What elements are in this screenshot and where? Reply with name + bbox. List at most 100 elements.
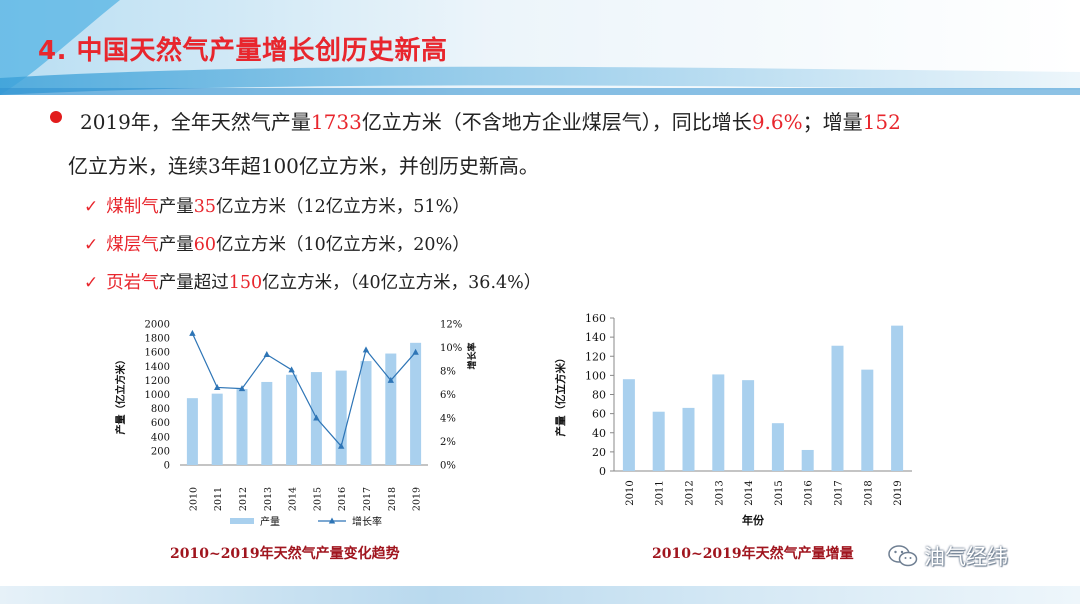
- bar: [385, 353, 397, 465]
- x-tick-label: 2019: [893, 480, 904, 505]
- y2-tick-label: 0%: [440, 461, 456, 472]
- line-point: [313, 414, 320, 421]
- bar: [410, 342, 422, 465]
- x-tick-label: 2017: [362, 487, 373, 511]
- y-axis-label: 产量（亿立方米）: [554, 353, 567, 437]
- line-point: [189, 329, 196, 336]
- x-tick-label: 2010: [188, 487, 199, 511]
- y-tick-label: 2000: [145, 320, 170, 331]
- y-tick-label: 800: [151, 404, 170, 415]
- check-icon: ✓: [84, 197, 99, 217]
- production-increment-chart: 0 20 40 60 80 100 120 140 160 产量（亿立方米） 2010 2011 201…: [554, 312, 912, 527]
- x-tick-label: 2018: [863, 480, 874, 505]
- x-tick-label: 2015: [774, 480, 785, 505]
- bar: [742, 380, 755, 471]
- line-point: [263, 351, 270, 358]
- x-tick-label: 2014: [288, 487, 299, 511]
- line-point: [362, 346, 370, 353]
- y2-tick-label: 6%: [440, 390, 456, 401]
- x-tick-label: 2011: [655, 480, 666, 505]
- x-tick-label: 2011: [213, 487, 224, 511]
- page-title: 4. 中国天然气产量增长创历史新高: [38, 36, 448, 66]
- y-axis-label: 产量（亿立方米）: [114, 355, 127, 435]
- bar: [682, 407, 695, 471]
- growth-rate-line: [191, 333, 417, 448]
- bar: [771, 423, 784, 471]
- y-tick-label: 40: [592, 427, 606, 440]
- legend-label: 增长率: [352, 515, 382, 528]
- sub-item-coal-gas: ✓ 煤制气产量35亿立方米（12亿立方米，51%）: [84, 197, 470, 217]
- production-trend-chart: 0 200 400 600 800 1000 1200 1400 1600 1800 2000 0% 2…: [114, 320, 478, 529]
- bar: [360, 361, 372, 465]
- chart-caption-trend: 2010~2019年天然气产量变化趋势: [170, 546, 400, 562]
- watermark: 油气经纬: [888, 541, 1008, 571]
- bar: [286, 374, 298, 465]
- x-tick-label: 2015: [312, 487, 323, 511]
- y-tick-label: 60: [592, 408, 606, 421]
- sub-item-coalbed-gas: ✓ 煤层气产量60亿立方米（10亿立方米，20%）: [84, 235, 470, 255]
- y-tick-label: 100: [585, 369, 606, 382]
- y2-tick-label: 4%: [440, 414, 456, 425]
- x-tick-label: 2016: [337, 487, 348, 511]
- y2-tick-label: 2%: [440, 437, 456, 448]
- x-tick-label: 2012: [238, 487, 249, 511]
- y-tick-label: 1800: [145, 334, 170, 345]
- bar: [236, 389, 248, 465]
- x-tick-label: 2017: [834, 480, 845, 505]
- x-tick-label: 2016: [804, 480, 815, 505]
- y-tick-label: 120: [585, 350, 606, 363]
- y-tick-label: 140: [585, 331, 606, 344]
- y-tick-label: 400: [151, 432, 170, 443]
- y-tick-label: 0: [164, 461, 170, 472]
- bar: [712, 374, 725, 471]
- y-tick-label: 1000: [145, 390, 170, 401]
- y-tick-label: 20: [592, 446, 606, 459]
- bar: [261, 381, 273, 465]
- bar: [891, 325, 904, 471]
- legend-label: 产量: [260, 515, 280, 528]
- bar: [211, 393, 223, 465]
- y-tick-label: 80: [592, 389, 606, 402]
- summary-line-1: 2019年，全年天然气产量1733亿立方米（不含地方企业煤层气），同比增长9.6…: [80, 110, 901, 134]
- bar: [622, 379, 635, 471]
- check-icon: ✓: [84, 273, 99, 293]
- x-tick-label: 2018: [387, 487, 398, 511]
- line-point: [412, 348, 419, 355]
- x-tick-label: 2013: [714, 480, 725, 505]
- line-point: [238, 385, 246, 392]
- y-tick-label: 200: [151, 446, 170, 457]
- check-icon: ✓: [84, 235, 99, 255]
- bar: [801, 449, 814, 471]
- y-tick-label: 160: [585, 312, 606, 325]
- y2-tick-label: 12%: [440, 320, 462, 331]
- line-point: [338, 442, 345, 449]
- y2-tick-label: 8%: [440, 367, 456, 378]
- line-point: [214, 383, 221, 390]
- footer-decoration: [0, 586, 1080, 604]
- legend-marker: [328, 517, 336, 524]
- bar: [861, 369, 874, 471]
- bullet-icon: [50, 111, 62, 123]
- x-axis-label: 年份: [742, 513, 765, 527]
- x-tick-label: 2012: [685, 480, 696, 505]
- legend-swatch-bar: [230, 518, 254, 524]
- y-tick-label: 1400: [145, 362, 170, 373]
- x-tick-label: 2013: [263, 487, 274, 511]
- y2-axis-label: 增长率: [466, 342, 478, 369]
- y-tick-label: 0: [599, 465, 606, 478]
- line-point: [288, 366, 295, 373]
- summary-line-2: 亿立方米，连续3年超100亿立方米，并创历史新高。: [68, 154, 539, 178]
- chart-caption-increment: 2010~2019年天然气产量增量: [652, 546, 854, 562]
- x-tick-label: 2019: [412, 487, 423, 511]
- line-point: [387, 376, 394, 383]
- bar: [335, 370, 347, 465]
- x-tick-label: 2014: [744, 480, 755, 505]
- y2-tick-label: 10%: [440, 343, 462, 354]
- y-tick-label: 1200: [145, 376, 170, 387]
- header-decoration: [0, 0, 1080, 95]
- bar: [186, 398, 198, 465]
- x-tick-label: 2010: [625, 480, 636, 505]
- wechat-icon: [888, 545, 918, 567]
- y-tick-label: 600: [151, 418, 170, 429]
- y-tick-label: 1600: [145, 348, 170, 359]
